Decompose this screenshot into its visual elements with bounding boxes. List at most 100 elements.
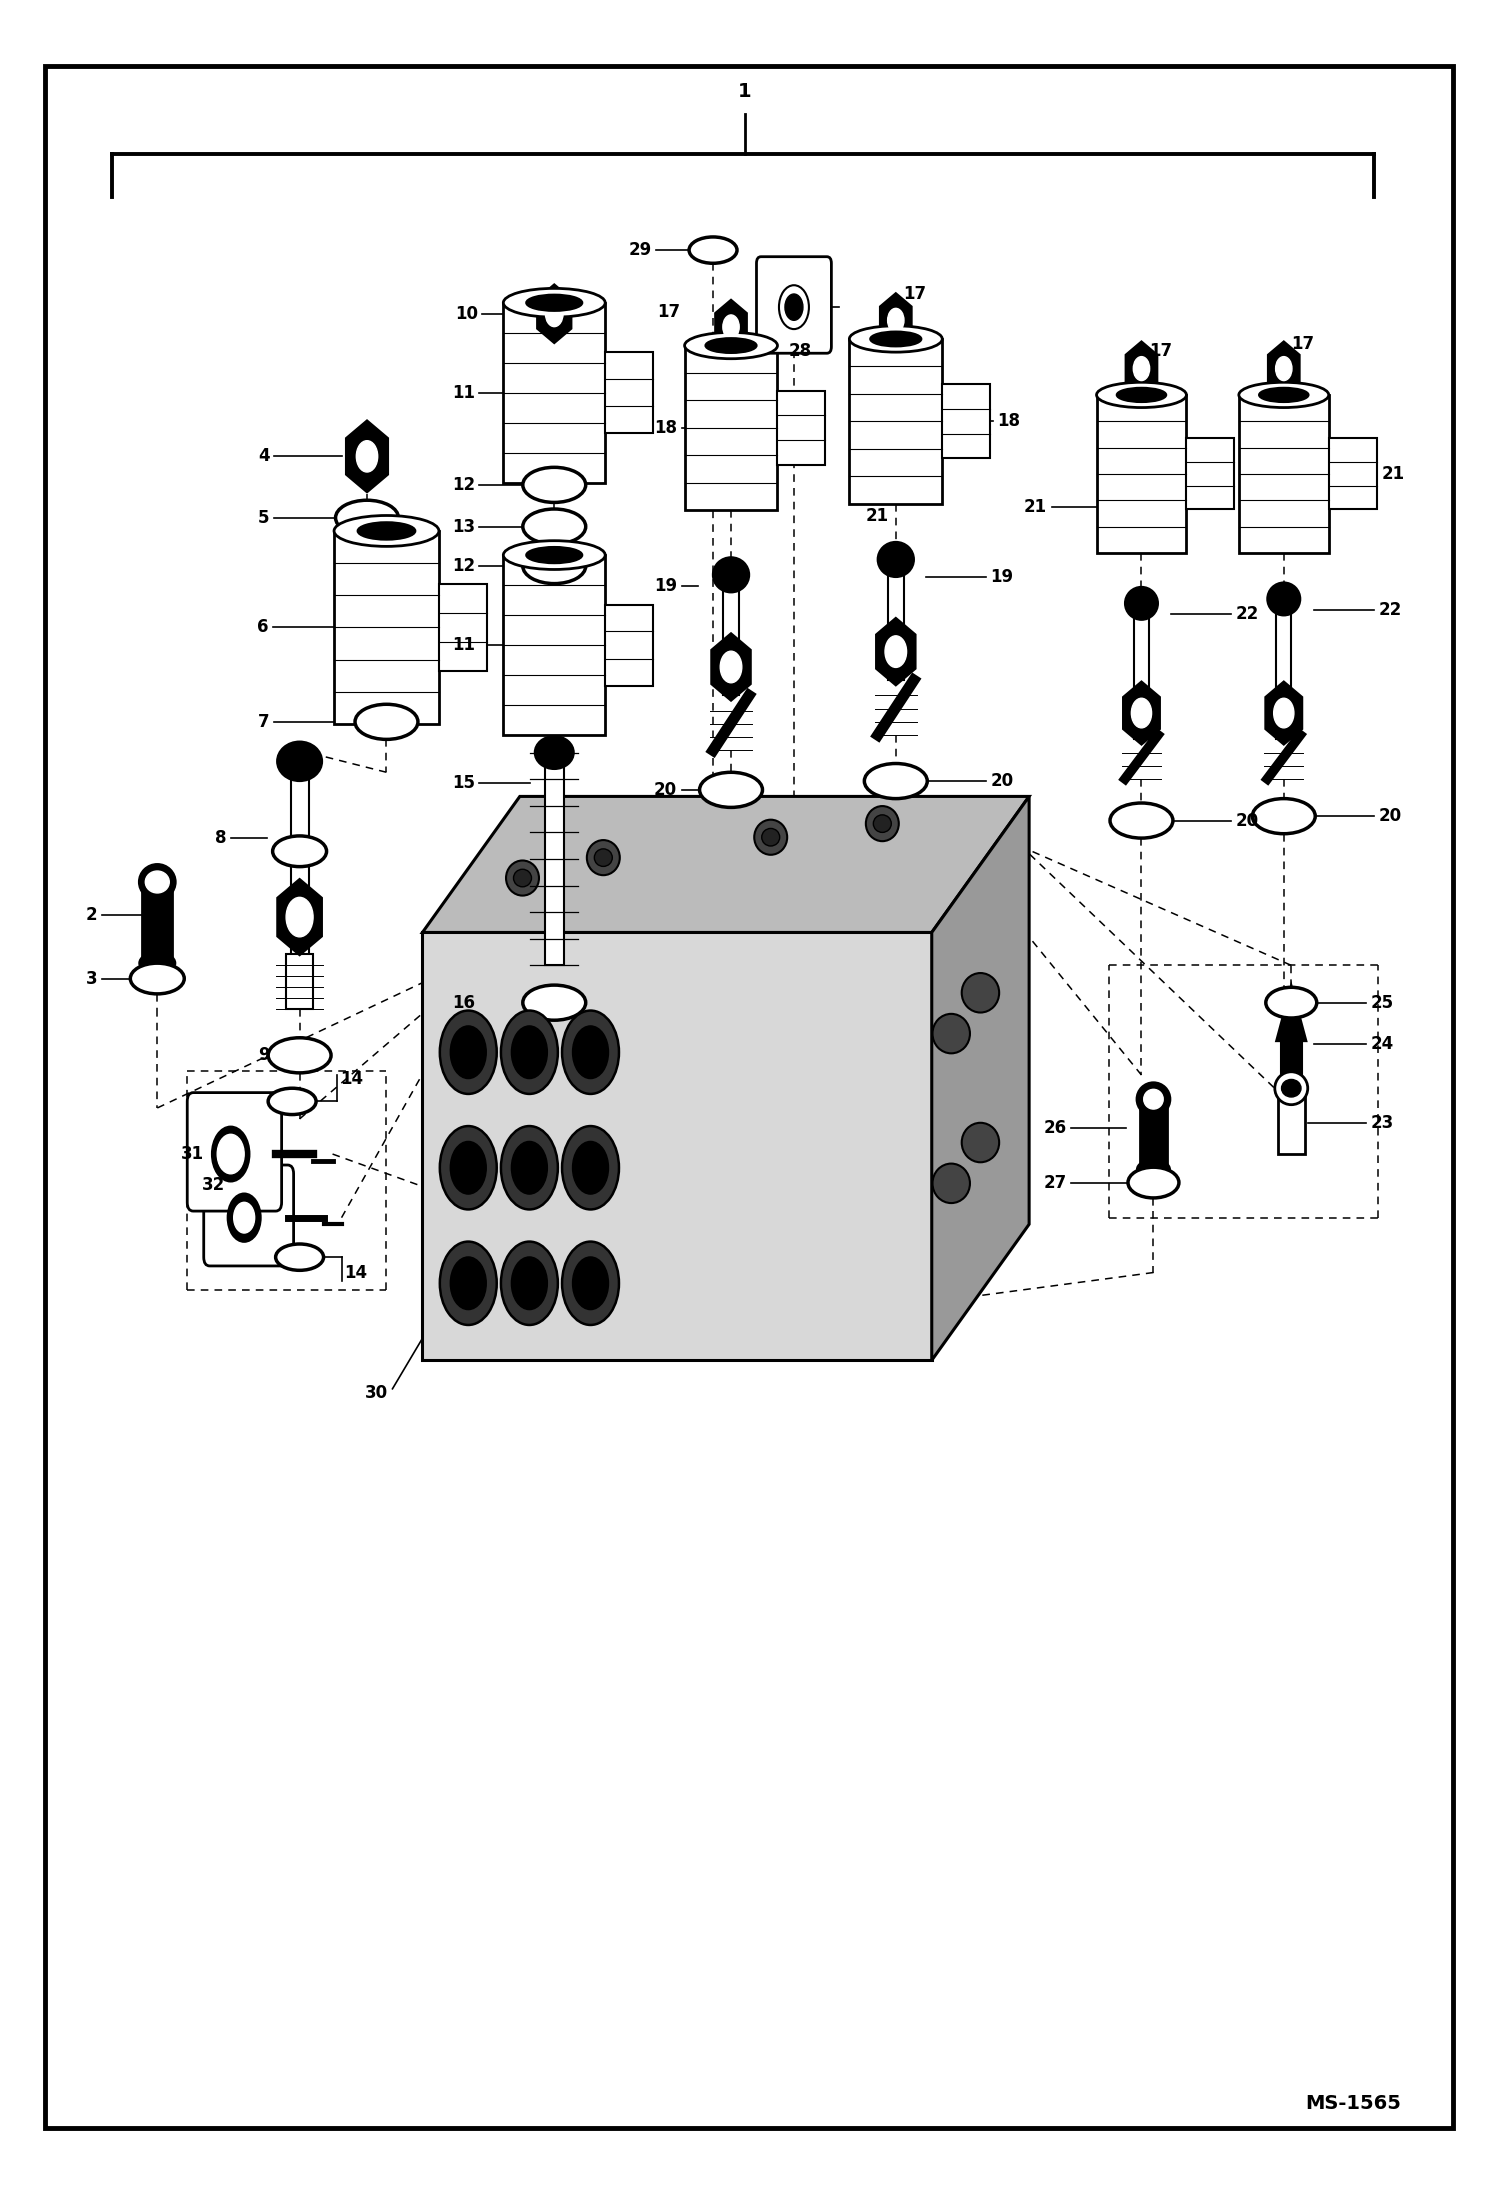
Text: 20: 20 xyxy=(655,781,677,799)
Circle shape xyxy=(217,1134,244,1174)
Ellipse shape xyxy=(753,821,786,856)
Bar xyxy=(1140,1097,1167,1169)
Ellipse shape xyxy=(1281,1079,1300,1097)
Polygon shape xyxy=(276,878,324,957)
Circle shape xyxy=(440,1242,497,1325)
Circle shape xyxy=(234,1202,255,1233)
Bar xyxy=(1134,603,1149,739)
Bar xyxy=(1276,599,1291,739)
Ellipse shape xyxy=(873,814,891,832)
Bar xyxy=(439,584,487,671)
Text: 27: 27 xyxy=(1043,1174,1067,1191)
Bar xyxy=(942,384,990,459)
Ellipse shape xyxy=(1252,799,1315,834)
Ellipse shape xyxy=(358,522,415,540)
Circle shape xyxy=(562,1126,619,1209)
Ellipse shape xyxy=(1116,388,1167,402)
Text: 21: 21 xyxy=(1025,498,1047,516)
Polygon shape xyxy=(422,796,1029,932)
Ellipse shape xyxy=(864,764,927,799)
Ellipse shape xyxy=(932,1163,971,1202)
Text: 13: 13 xyxy=(452,518,475,535)
FancyBboxPatch shape xyxy=(1097,395,1186,553)
Text: 15: 15 xyxy=(452,774,475,792)
Circle shape xyxy=(440,1126,497,1209)
Polygon shape xyxy=(536,283,572,344)
Bar xyxy=(142,880,172,963)
Ellipse shape xyxy=(595,849,613,867)
Text: 19: 19 xyxy=(990,568,1013,586)
Ellipse shape xyxy=(1275,1073,1308,1104)
Text: 31: 31 xyxy=(181,1145,204,1163)
Circle shape xyxy=(785,294,803,320)
Text: 9: 9 xyxy=(258,1047,270,1064)
Circle shape xyxy=(500,1126,557,1209)
Text: 17: 17 xyxy=(1149,342,1171,360)
Ellipse shape xyxy=(1097,382,1186,408)
Text: 28: 28 xyxy=(788,342,812,360)
Text: 16: 16 xyxy=(452,994,475,1011)
Ellipse shape xyxy=(535,737,574,768)
Circle shape xyxy=(451,1257,487,1310)
Text: 21: 21 xyxy=(1381,465,1404,483)
Ellipse shape xyxy=(1267,584,1300,614)
Ellipse shape xyxy=(523,467,586,502)
Ellipse shape xyxy=(503,540,605,570)
Ellipse shape xyxy=(276,1244,324,1270)
Text: 14: 14 xyxy=(340,1071,363,1088)
Ellipse shape xyxy=(503,287,605,318)
Text: MS-1565: MS-1565 xyxy=(1305,2093,1401,2113)
Text: 29: 29 xyxy=(628,241,652,259)
Text: 1: 1 xyxy=(737,81,752,101)
Bar xyxy=(887,559,905,680)
Text: 3: 3 xyxy=(85,970,97,987)
Text: 21: 21 xyxy=(866,507,888,524)
Text: 11: 11 xyxy=(452,636,475,654)
FancyBboxPatch shape xyxy=(685,344,777,509)
Ellipse shape xyxy=(277,742,322,781)
Text: 19: 19 xyxy=(655,577,677,595)
Circle shape xyxy=(286,897,313,937)
Text: 6: 6 xyxy=(256,619,268,636)
Circle shape xyxy=(562,1011,619,1095)
Circle shape xyxy=(511,1141,547,1194)
Polygon shape xyxy=(1264,680,1303,746)
Polygon shape xyxy=(1267,340,1300,397)
Text: 20: 20 xyxy=(1378,807,1401,825)
FancyBboxPatch shape xyxy=(849,338,942,502)
Text: 17: 17 xyxy=(903,285,926,303)
Circle shape xyxy=(572,1027,608,1079)
Ellipse shape xyxy=(700,772,762,807)
Ellipse shape xyxy=(962,1123,999,1163)
Text: 26: 26 xyxy=(1044,1119,1067,1136)
Ellipse shape xyxy=(1239,382,1329,408)
Ellipse shape xyxy=(355,704,418,739)
Ellipse shape xyxy=(336,500,398,535)
Polygon shape xyxy=(1125,340,1158,397)
Ellipse shape xyxy=(213,1128,249,1180)
FancyBboxPatch shape xyxy=(503,555,605,735)
Circle shape xyxy=(500,1242,557,1325)
Polygon shape xyxy=(875,617,917,687)
Bar xyxy=(722,575,740,695)
Polygon shape xyxy=(879,292,912,349)
Ellipse shape xyxy=(962,974,999,1014)
Ellipse shape xyxy=(932,1014,971,1053)
Circle shape xyxy=(511,1027,547,1079)
Circle shape xyxy=(1131,698,1152,728)
Circle shape xyxy=(721,652,742,682)
Circle shape xyxy=(1276,358,1291,380)
Ellipse shape xyxy=(1137,1158,1170,1180)
Circle shape xyxy=(572,1257,608,1310)
FancyBboxPatch shape xyxy=(503,303,605,483)
Ellipse shape xyxy=(139,864,175,900)
Text: 22: 22 xyxy=(1378,601,1402,619)
Text: 18: 18 xyxy=(998,412,1020,430)
Circle shape xyxy=(572,1141,608,1194)
Bar xyxy=(545,753,565,965)
Bar xyxy=(605,606,653,685)
Text: 20: 20 xyxy=(990,772,1013,790)
Text: 10: 10 xyxy=(455,305,478,323)
Circle shape xyxy=(724,316,739,338)
Ellipse shape xyxy=(870,331,921,347)
